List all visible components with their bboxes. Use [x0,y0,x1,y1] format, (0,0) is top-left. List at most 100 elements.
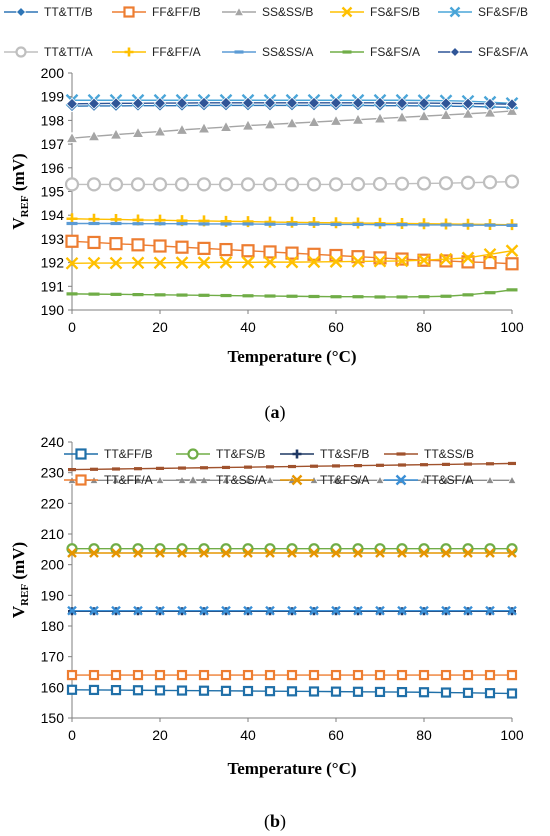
y-tick-label: 150 [41,710,65,726]
data-point [66,221,78,226]
data-point [462,223,474,227]
legend-label: TT&TT/B [44,5,93,19]
data-point [88,669,100,681]
data-point [88,292,100,296]
data-point [88,684,100,696]
data-point [153,256,167,270]
data-point [285,246,299,260]
data-point [155,548,165,558]
data-point [418,687,430,698]
data-point [485,605,495,616]
legend-label: TT&FF/A [104,473,153,487]
data-point [440,223,452,227]
data-point [440,687,452,698]
legend-item: TT&FF/A [64,473,153,487]
data-point [396,686,408,698]
data-point [353,605,363,616]
data-point [198,685,210,696]
legend-label: TT&SS/A [216,473,266,487]
data-point [64,177,80,192]
data-point [419,475,429,484]
data-point [264,294,276,298]
legend-label: SF&SF/B [478,5,528,19]
data-point [132,222,144,226]
data-point [177,605,187,616]
data-point [483,106,497,118]
legend-label: FF&FF/B [152,5,201,19]
data-point [219,96,233,109]
data-point [376,463,384,467]
data-point [307,247,321,261]
data-point [109,256,123,270]
data-point [153,125,167,137]
data-point [438,176,454,191]
data-point [351,255,365,268]
data-point [131,256,145,270]
data-point [351,113,365,125]
data-point [373,251,387,265]
data-point [441,475,451,484]
data-point [131,238,145,252]
data-point [152,177,168,192]
legend-label: SS&SS/B [262,5,313,19]
y-tick-label: 195 [41,184,65,200]
data-point [133,605,143,616]
y-tick-label: 198 [41,112,65,128]
data-point [373,112,387,124]
data-point [309,548,319,558]
data-point [507,548,517,558]
legend-label: SF&SF/A [478,45,528,59]
data-point [461,97,475,110]
data-point [130,177,146,192]
data-point [263,245,277,259]
data-point [263,255,277,269]
data-point [65,256,79,270]
data-point [374,669,386,681]
data-point [416,176,432,191]
data-point [110,684,122,696]
x-tick-label: 60 [328,319,344,335]
data-point [351,96,365,109]
x-tick-label: 40 [240,319,256,335]
x-tick-label: 0 [68,727,76,743]
y-tick-label: 190 [41,587,65,603]
data-point [131,97,145,110]
data-point [220,293,232,298]
data-point [419,548,429,558]
data-point [308,222,320,226]
x-tick-label: 100 [500,319,524,335]
series-FS&FS/B [65,244,519,270]
data-point [112,467,120,471]
data-point [220,685,232,696]
data-point [241,119,255,131]
y-tick-label: 199 [41,89,65,105]
data-point [286,686,298,697]
series-SF&SF/A [65,96,519,111]
legend-marker [123,6,135,18]
y-tick-label: 193 [41,231,65,247]
data-point [505,257,519,271]
data-point [219,120,233,132]
series-SS&SS/B [65,104,519,143]
data-point [265,475,275,484]
legend-marker [187,448,199,460]
data-point [154,685,166,696]
data-point [156,466,164,470]
legend-marker [124,47,134,57]
legend-marker [342,50,352,54]
data-point [154,669,166,681]
data-point [440,294,452,298]
data-point [374,686,386,698]
data-point [463,605,473,616]
data-point [308,294,320,299]
data-point [242,669,254,681]
data-point [308,669,320,681]
data-point [110,221,122,226]
data-point [350,177,366,192]
x-tick-label: 80 [416,319,432,335]
legend-item: TT&FS/B [176,447,265,461]
data-point [241,244,255,258]
data-point [285,96,299,109]
data-point [176,293,188,297]
data-point [265,605,275,616]
